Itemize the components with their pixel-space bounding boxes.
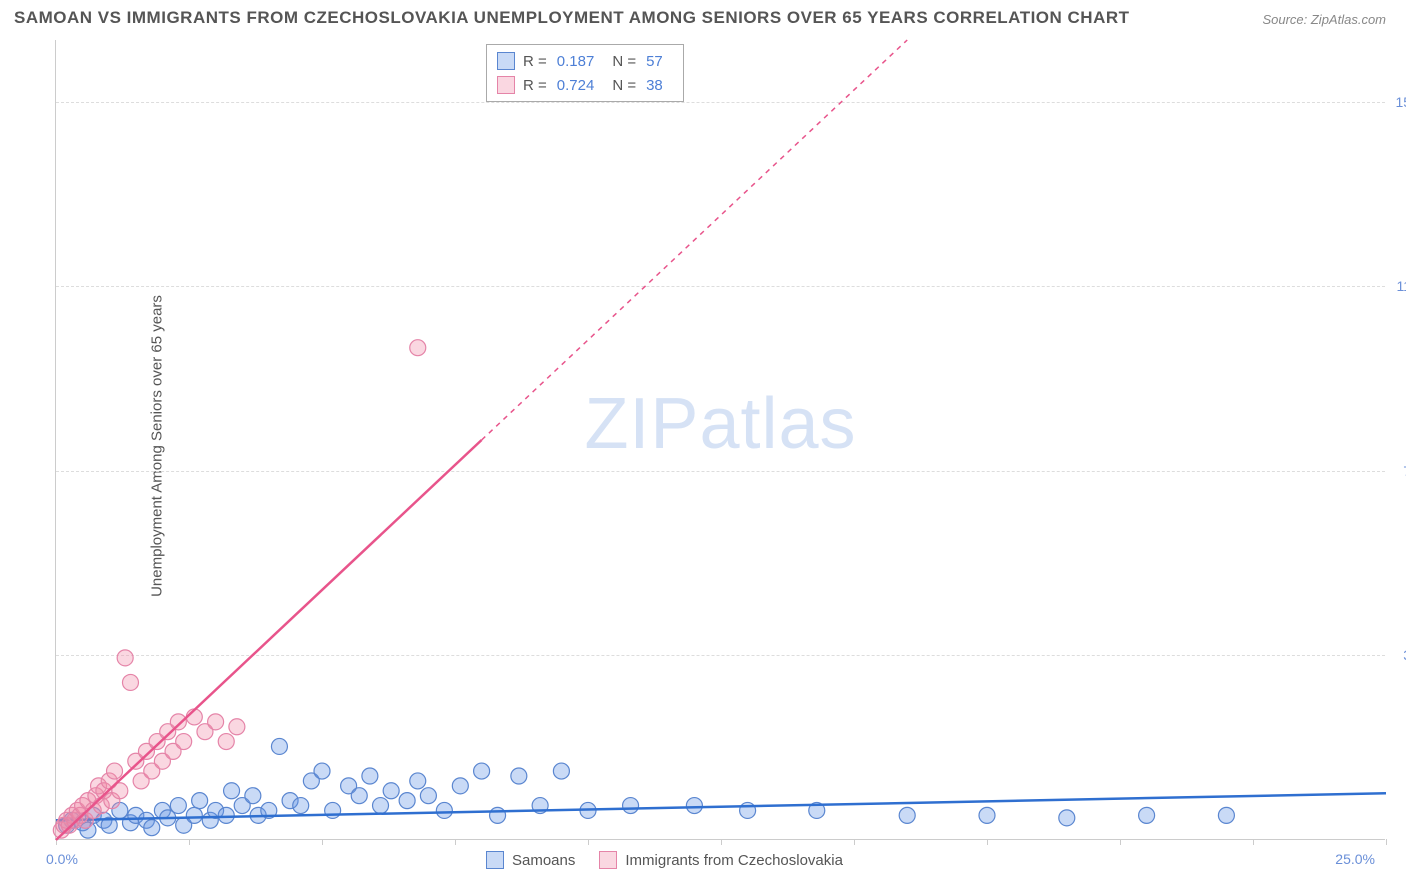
legend-item: Immigrants from Czechoslovakia	[599, 851, 843, 869]
data-point	[410, 340, 426, 356]
data-point	[373, 798, 389, 814]
correlation-legend: R = 0.187 N = 57 R = 0.724 N = 38	[486, 44, 684, 102]
x-tick	[1120, 839, 1121, 845]
data-point	[452, 778, 468, 794]
x-tick	[455, 839, 456, 845]
data-point	[1059, 810, 1075, 826]
data-point	[1218, 807, 1234, 823]
x-tick	[854, 839, 855, 845]
legend-swatch	[497, 52, 515, 70]
data-point	[314, 763, 330, 779]
data-point	[399, 793, 415, 809]
data-point	[208, 714, 224, 730]
data-point	[351, 788, 367, 804]
x-tick	[1253, 839, 1254, 845]
data-point	[383, 783, 399, 799]
stat-r-value: 0.724	[557, 77, 595, 94]
data-point	[325, 802, 341, 818]
x-tick-label-min: 0.0%	[46, 851, 78, 867]
chart-title: SAMOAN VS IMMIGRANTS FROM CZECHOSLOVAKIA…	[14, 8, 1130, 28]
data-point	[410, 773, 426, 789]
x-tick	[721, 839, 722, 845]
data-point	[293, 798, 309, 814]
x-tick	[322, 839, 323, 845]
data-point	[107, 763, 123, 779]
stat-legend-row: R = 0.187 N = 57	[497, 49, 673, 73]
stat-r-value: 0.187	[557, 53, 595, 70]
stat-n-label: N =	[612, 77, 636, 94]
data-point	[229, 719, 245, 735]
data-point	[271, 738, 287, 754]
legend-swatch	[599, 851, 617, 869]
stat-r-label: R =	[523, 77, 547, 94]
data-point	[122, 674, 138, 690]
data-point	[186, 807, 202, 823]
source-label: Source: ZipAtlas.com	[1262, 12, 1386, 27]
data-point	[490, 807, 506, 823]
data-point	[224, 783, 240, 799]
data-point	[1139, 807, 1155, 823]
data-point	[170, 798, 186, 814]
legend-label: Samoans	[512, 852, 575, 869]
data-point	[218, 807, 234, 823]
y-tick-label: 150.0%	[1396, 94, 1406, 110]
stat-r-label: R =	[523, 53, 547, 70]
stat-n-label: N =	[612, 53, 636, 70]
legend-swatch	[486, 851, 504, 869]
data-point	[144, 820, 160, 836]
data-point	[686, 798, 702, 814]
stat-n-value: 38	[646, 77, 663, 94]
data-point	[474, 763, 490, 779]
data-point	[623, 798, 639, 814]
legend-swatch	[497, 76, 515, 94]
data-point	[245, 788, 261, 804]
y-tick-label: 112.5%	[1397, 278, 1406, 294]
data-point	[511, 768, 527, 784]
data-point	[218, 734, 234, 750]
data-point	[176, 734, 192, 750]
stat-legend-row: R = 0.724 N = 38	[497, 73, 673, 97]
data-point	[553, 763, 569, 779]
plot-area: ZIPatlas 37.5%75.0%112.5%150.0% 0.0% 25.…	[55, 40, 1385, 840]
legend-label: Immigrants from Czechoslovakia	[625, 852, 843, 869]
data-point	[170, 714, 186, 730]
x-tick	[588, 839, 589, 845]
stat-n-value: 57	[646, 53, 663, 70]
x-tick-label-max: 25.0%	[1335, 851, 1375, 867]
x-tick	[189, 839, 190, 845]
chart-svg	[56, 40, 1385, 839]
data-point	[436, 802, 452, 818]
data-point	[979, 807, 995, 823]
data-point	[117, 650, 133, 666]
data-point	[420, 788, 436, 804]
series-legend: Samoans Immigrants from Czechoslovakia	[486, 851, 843, 869]
data-point	[899, 807, 915, 823]
data-point	[740, 802, 756, 818]
data-point	[192, 793, 208, 809]
x-tick	[987, 839, 988, 845]
data-point	[362, 768, 378, 784]
legend-item: Samoans	[486, 851, 575, 869]
x-tick	[1386, 839, 1387, 845]
